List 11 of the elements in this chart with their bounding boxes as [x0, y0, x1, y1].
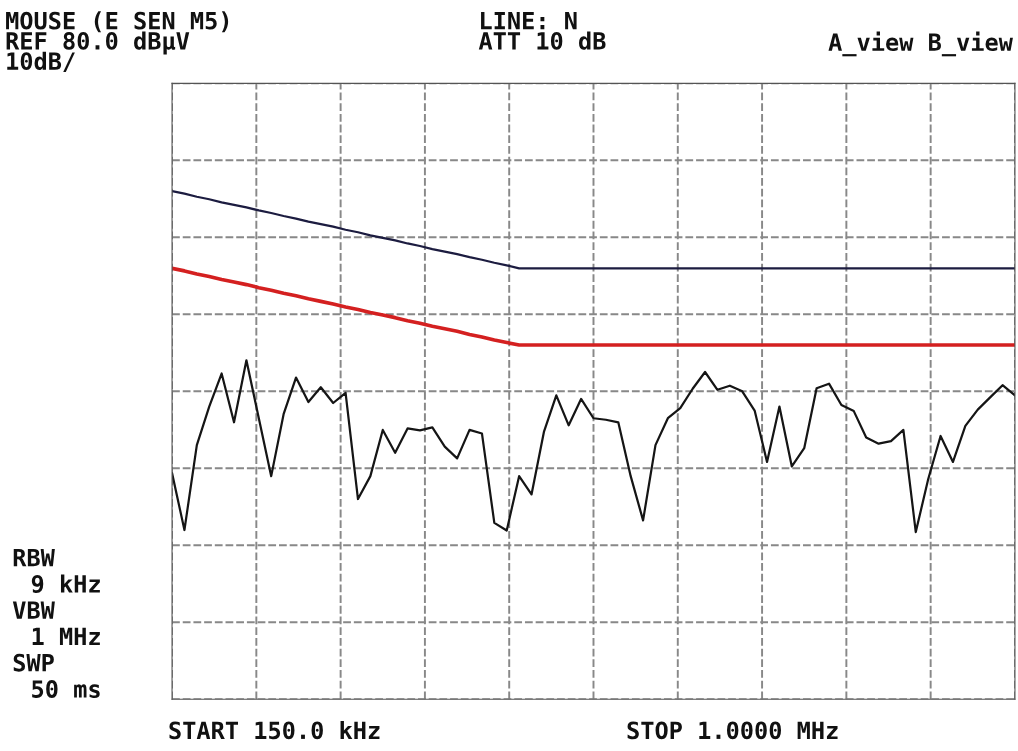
- text: 9 kHz: [31, 574, 100, 593]
- text: RBW: [13, 548, 55, 567]
- text: SWP: [13, 653, 54, 672]
- text: VBW: [12, 601, 55, 619]
- text: 1 MHz: [32, 627, 100, 646]
- text: A_view B_view: [828, 31, 1013, 57]
- text: START 150.0 kHz: [169, 720, 380, 740]
- text: 50 ms: [32, 680, 100, 698]
- text: STOP 1.0000 MHz: [627, 721, 838, 740]
- text: LINE: N: [481, 11, 577, 30]
- text: ATT 10 dB: [478, 31, 606, 50]
